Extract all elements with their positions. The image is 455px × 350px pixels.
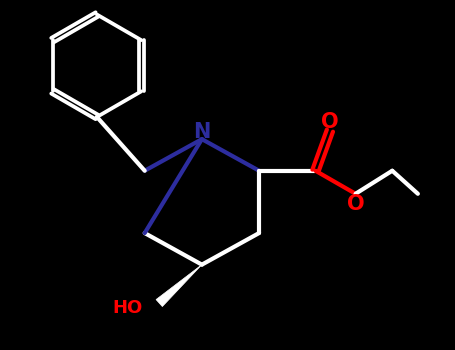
Text: N: N [193, 122, 211, 142]
Text: O: O [321, 112, 339, 132]
Polygon shape [156, 265, 202, 307]
Text: HO: HO [113, 299, 143, 317]
Text: O: O [347, 194, 364, 214]
